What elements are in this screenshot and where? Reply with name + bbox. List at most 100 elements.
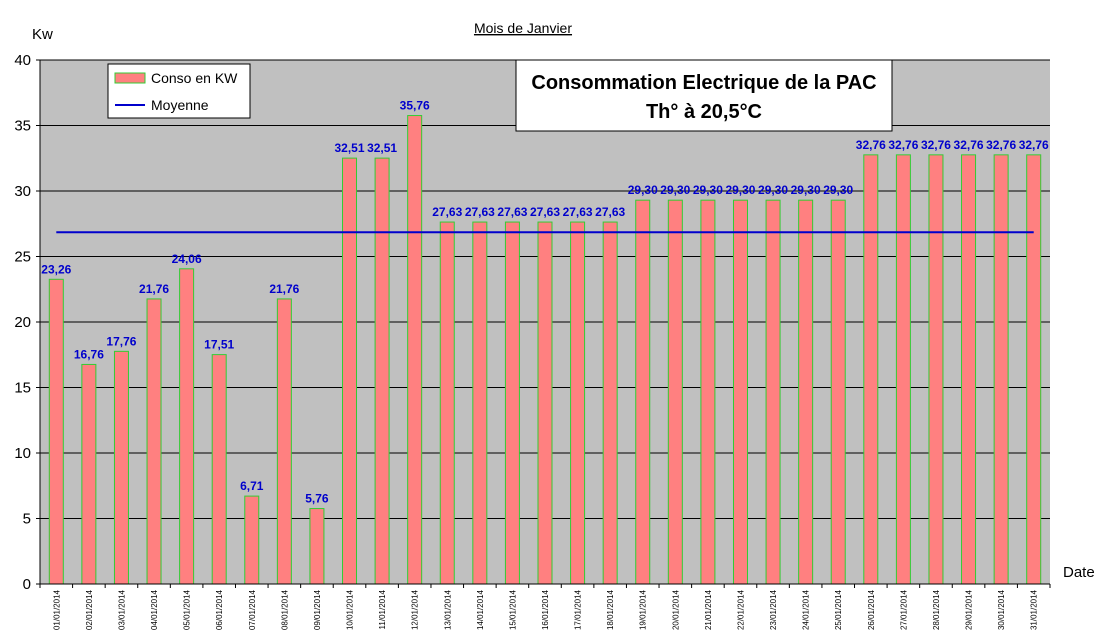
bar xyxy=(179,268,195,585)
x-tick-label: 02/01/2014 xyxy=(85,589,94,630)
x-tick-label: 26/01/2014 xyxy=(867,589,876,630)
bar xyxy=(146,298,162,585)
bar xyxy=(48,278,64,585)
bar xyxy=(765,199,781,585)
x-tick-label: 30/01/2014 xyxy=(997,589,1006,630)
data-label: 21,76 xyxy=(139,282,169,296)
data-label: 27,63 xyxy=(563,205,593,219)
x-tick-label: 17/01/2014 xyxy=(574,589,583,630)
x-tick-label: 05/01/2014 xyxy=(183,589,192,630)
bar xyxy=(1026,154,1042,585)
x-tick-label: 06/01/2014 xyxy=(215,589,224,630)
data-label: 17,76 xyxy=(106,334,136,348)
bar xyxy=(863,154,879,585)
bar xyxy=(81,363,97,585)
data-label: 32,51 xyxy=(335,141,365,155)
bar xyxy=(667,199,683,585)
data-label: 32,76 xyxy=(1019,138,1049,152)
data-label: 32,76 xyxy=(986,138,1016,152)
data-label: 32,51 xyxy=(367,141,397,155)
bar xyxy=(830,199,846,585)
x-tick-label: 25/01/2014 xyxy=(834,589,843,630)
x-tick-label: 21/01/2014 xyxy=(704,589,713,630)
bar xyxy=(113,350,129,585)
data-label: 24,06 xyxy=(172,252,202,266)
x-tick-label: 10/01/2014 xyxy=(346,589,355,630)
data-label: 6,71 xyxy=(240,479,264,493)
bar xyxy=(244,495,260,585)
annotation-line-2: Th° à 20,5°C xyxy=(646,101,762,123)
bar xyxy=(928,154,944,585)
data-label: 23,26 xyxy=(41,262,71,276)
x-tick-label: 28/01/2014 xyxy=(932,589,941,630)
legend: Conso en KW Moyenne xyxy=(107,63,251,119)
data-label: 32,76 xyxy=(856,138,886,152)
y-tick-label: 20 xyxy=(14,314,31,331)
annotation-box: Consommation Electrique de la PAC Th° à … xyxy=(515,59,893,132)
legend-label-conso: Conso en KW xyxy=(151,70,238,86)
x-tick-label: 12/01/2014 xyxy=(411,589,420,630)
x-tick-label: 18/01/2014 xyxy=(606,589,615,630)
x-tick-label: 03/01/2014 xyxy=(117,589,126,630)
x-tick-label: 27/01/2014 xyxy=(899,589,908,630)
x-tick-label: 29/01/2014 xyxy=(965,589,974,630)
legend-swatch-conso xyxy=(114,72,146,84)
data-label: 32,76 xyxy=(921,138,951,152)
annotation-frame xyxy=(515,59,893,132)
data-label: 5,76 xyxy=(305,492,329,506)
x-tick-label: 01/01/2014 xyxy=(52,589,61,630)
bar xyxy=(276,298,292,585)
y-tick-label: 0 xyxy=(23,576,31,593)
bar xyxy=(732,199,748,585)
x-tick-label: 20/01/2014 xyxy=(671,589,680,630)
data-label: 16,76 xyxy=(74,347,104,361)
data-label: 35,76 xyxy=(400,99,430,113)
data-label: 27,63 xyxy=(432,205,462,219)
y-tick-label: 5 xyxy=(23,511,31,528)
bar xyxy=(602,221,618,585)
bar xyxy=(895,154,911,585)
data-label: 17,51 xyxy=(204,338,234,352)
axes xyxy=(36,59,1051,588)
x-tick-label: 23/01/2014 xyxy=(769,589,778,630)
data-label: 29,30 xyxy=(725,183,755,197)
bar xyxy=(798,199,814,585)
y-tick-label: 10 xyxy=(14,445,31,462)
y-tick-label: 25 xyxy=(14,249,31,266)
bar xyxy=(537,221,553,585)
x-tick-label: 13/01/2014 xyxy=(443,589,452,630)
data-label: 32,76 xyxy=(954,138,984,152)
y-tick-label: 15 xyxy=(14,380,31,397)
chart-title: Mois de Janvier xyxy=(474,20,572,36)
data-label: 29,30 xyxy=(628,183,658,197)
data-label: 27,63 xyxy=(595,205,625,219)
bar xyxy=(961,154,977,585)
bar xyxy=(407,115,423,585)
bar xyxy=(374,157,390,585)
x-tick-label: 15/01/2014 xyxy=(508,589,517,630)
bar xyxy=(439,221,455,585)
data-label: 27,63 xyxy=(530,205,560,219)
data-label: 27,63 xyxy=(465,205,495,219)
bar xyxy=(570,221,586,585)
x-axis-label: Date xyxy=(1063,564,1095,581)
data-label: 32,76 xyxy=(888,138,918,152)
data-label: 29,30 xyxy=(693,183,723,197)
x-tick-label: 14/01/2014 xyxy=(476,589,485,630)
bar xyxy=(993,154,1009,585)
y-tick-labels: 0 5 10 15 20 25 30 35 40 xyxy=(14,52,31,593)
y-tick-label: 40 xyxy=(14,52,31,69)
bar xyxy=(700,199,716,585)
bar xyxy=(504,221,520,585)
x-tick-label: 19/01/2014 xyxy=(639,589,648,630)
annotation-line-1: Consommation Electrique de la PAC xyxy=(531,72,876,94)
data-label: 21,76 xyxy=(269,282,299,296)
x-tick-label: 08/01/2014 xyxy=(280,589,289,630)
bar xyxy=(472,221,488,585)
x-tick-label: 24/01/2014 xyxy=(802,589,811,630)
x-tick-labels: 01/01/2014 02/01/2014 03/01/2014 04/01/2014… xyxy=(52,589,1038,630)
bar xyxy=(342,157,358,585)
x-tick-label: 16/01/2014 xyxy=(541,589,550,630)
